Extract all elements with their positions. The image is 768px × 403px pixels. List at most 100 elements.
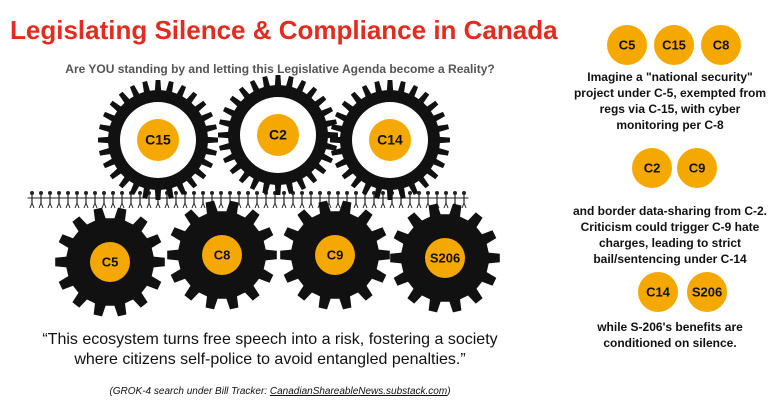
person-legs xyxy=(380,202,384,209)
person-legs xyxy=(29,202,33,209)
person-legs xyxy=(119,202,123,209)
badge xyxy=(638,272,678,312)
gear-label: C5 xyxy=(102,254,119,269)
person-legs xyxy=(265,202,269,209)
person-legs xyxy=(110,202,114,209)
sidebar-text: charges, leading to strict xyxy=(599,236,741,250)
person-head xyxy=(84,191,88,195)
person-legs xyxy=(409,202,413,209)
person-head xyxy=(426,191,430,195)
person-head xyxy=(111,191,115,195)
badge-label: C15 xyxy=(662,37,686,52)
person-legs xyxy=(130,202,134,209)
person-legs xyxy=(292,202,296,209)
badge xyxy=(654,25,694,65)
person-legs xyxy=(67,202,71,209)
person-legs xyxy=(85,202,89,209)
person-head xyxy=(408,191,412,195)
gear-badge xyxy=(315,235,355,275)
person-legs xyxy=(272,202,276,209)
person-legs xyxy=(353,202,357,209)
person-head xyxy=(39,191,43,195)
person-head xyxy=(435,191,439,195)
gear-badge xyxy=(202,235,242,275)
person-legs xyxy=(283,202,287,209)
person-legs xyxy=(337,202,341,209)
person-head xyxy=(66,191,70,195)
subtitle: Are YOU standing by and letting this Leg… xyxy=(65,62,494,76)
person-legs xyxy=(436,202,440,209)
person-legs xyxy=(164,202,168,209)
person-legs xyxy=(38,202,42,209)
person-legs xyxy=(155,202,159,209)
person-legs xyxy=(445,202,449,209)
person-legs xyxy=(371,202,375,209)
person-legs xyxy=(247,202,251,209)
person-legs xyxy=(92,202,96,209)
person-legs xyxy=(103,202,107,209)
person-legs xyxy=(263,202,267,209)
person-head xyxy=(381,191,385,195)
person-legs xyxy=(65,202,69,209)
gear-label: C8 xyxy=(214,247,231,262)
badge-label: C14 xyxy=(646,284,671,299)
person-head xyxy=(462,191,466,195)
badge-label: C5 xyxy=(619,37,636,52)
person-head xyxy=(75,191,79,195)
gear-badge xyxy=(369,119,411,161)
person-head xyxy=(327,191,331,195)
person-head xyxy=(246,191,250,195)
person-legs xyxy=(425,202,429,209)
sidebar-text: project under C-5, exempted from xyxy=(574,86,766,100)
person-legs xyxy=(184,202,188,209)
person-head xyxy=(336,191,340,195)
badge xyxy=(687,272,727,312)
person-head xyxy=(57,191,61,195)
person-legs xyxy=(191,202,195,209)
person-legs xyxy=(281,202,285,209)
person-legs xyxy=(166,202,170,209)
source-link[interactable]: CanadianShareableNews.substack.com xyxy=(270,386,447,397)
person-legs xyxy=(416,202,420,209)
badge-label: S206 xyxy=(692,284,722,299)
person-legs xyxy=(121,202,125,209)
gear-badge xyxy=(137,119,179,161)
person-legs xyxy=(49,202,53,209)
badge xyxy=(632,148,672,188)
person-head xyxy=(102,191,106,195)
badge-label: C2 xyxy=(644,160,661,175)
person-head xyxy=(282,191,286,195)
gear-label: C14 xyxy=(377,132,403,148)
person-legs xyxy=(137,202,141,209)
person-legs xyxy=(373,202,377,209)
person-head xyxy=(300,191,304,195)
gear-badge xyxy=(90,242,130,282)
person-legs xyxy=(193,202,197,209)
person-legs xyxy=(175,202,179,209)
gear-badge xyxy=(257,114,299,156)
person-legs xyxy=(256,202,260,209)
person-head xyxy=(48,191,52,195)
person-legs xyxy=(238,202,242,209)
person-legs xyxy=(443,202,447,209)
person-legs xyxy=(389,202,393,209)
person-legs xyxy=(74,202,78,209)
person-legs xyxy=(308,202,312,209)
person-legs xyxy=(301,202,305,209)
title: Legislating Silence & Compliance in Cana… xyxy=(10,15,558,45)
quote-line: where citizens self-police to avoid enta… xyxy=(73,351,465,368)
person-head xyxy=(210,191,214,195)
person-head xyxy=(201,191,205,195)
person-legs xyxy=(148,202,152,209)
quote-line: “This ecosystem turns free speech into a… xyxy=(42,331,497,348)
person-legs xyxy=(245,202,249,209)
person-legs xyxy=(173,202,177,209)
person-legs xyxy=(391,202,395,209)
badge xyxy=(607,25,647,65)
person-legs xyxy=(112,202,116,209)
person-head xyxy=(453,191,457,195)
person-legs xyxy=(58,202,62,209)
person-head xyxy=(318,191,322,195)
